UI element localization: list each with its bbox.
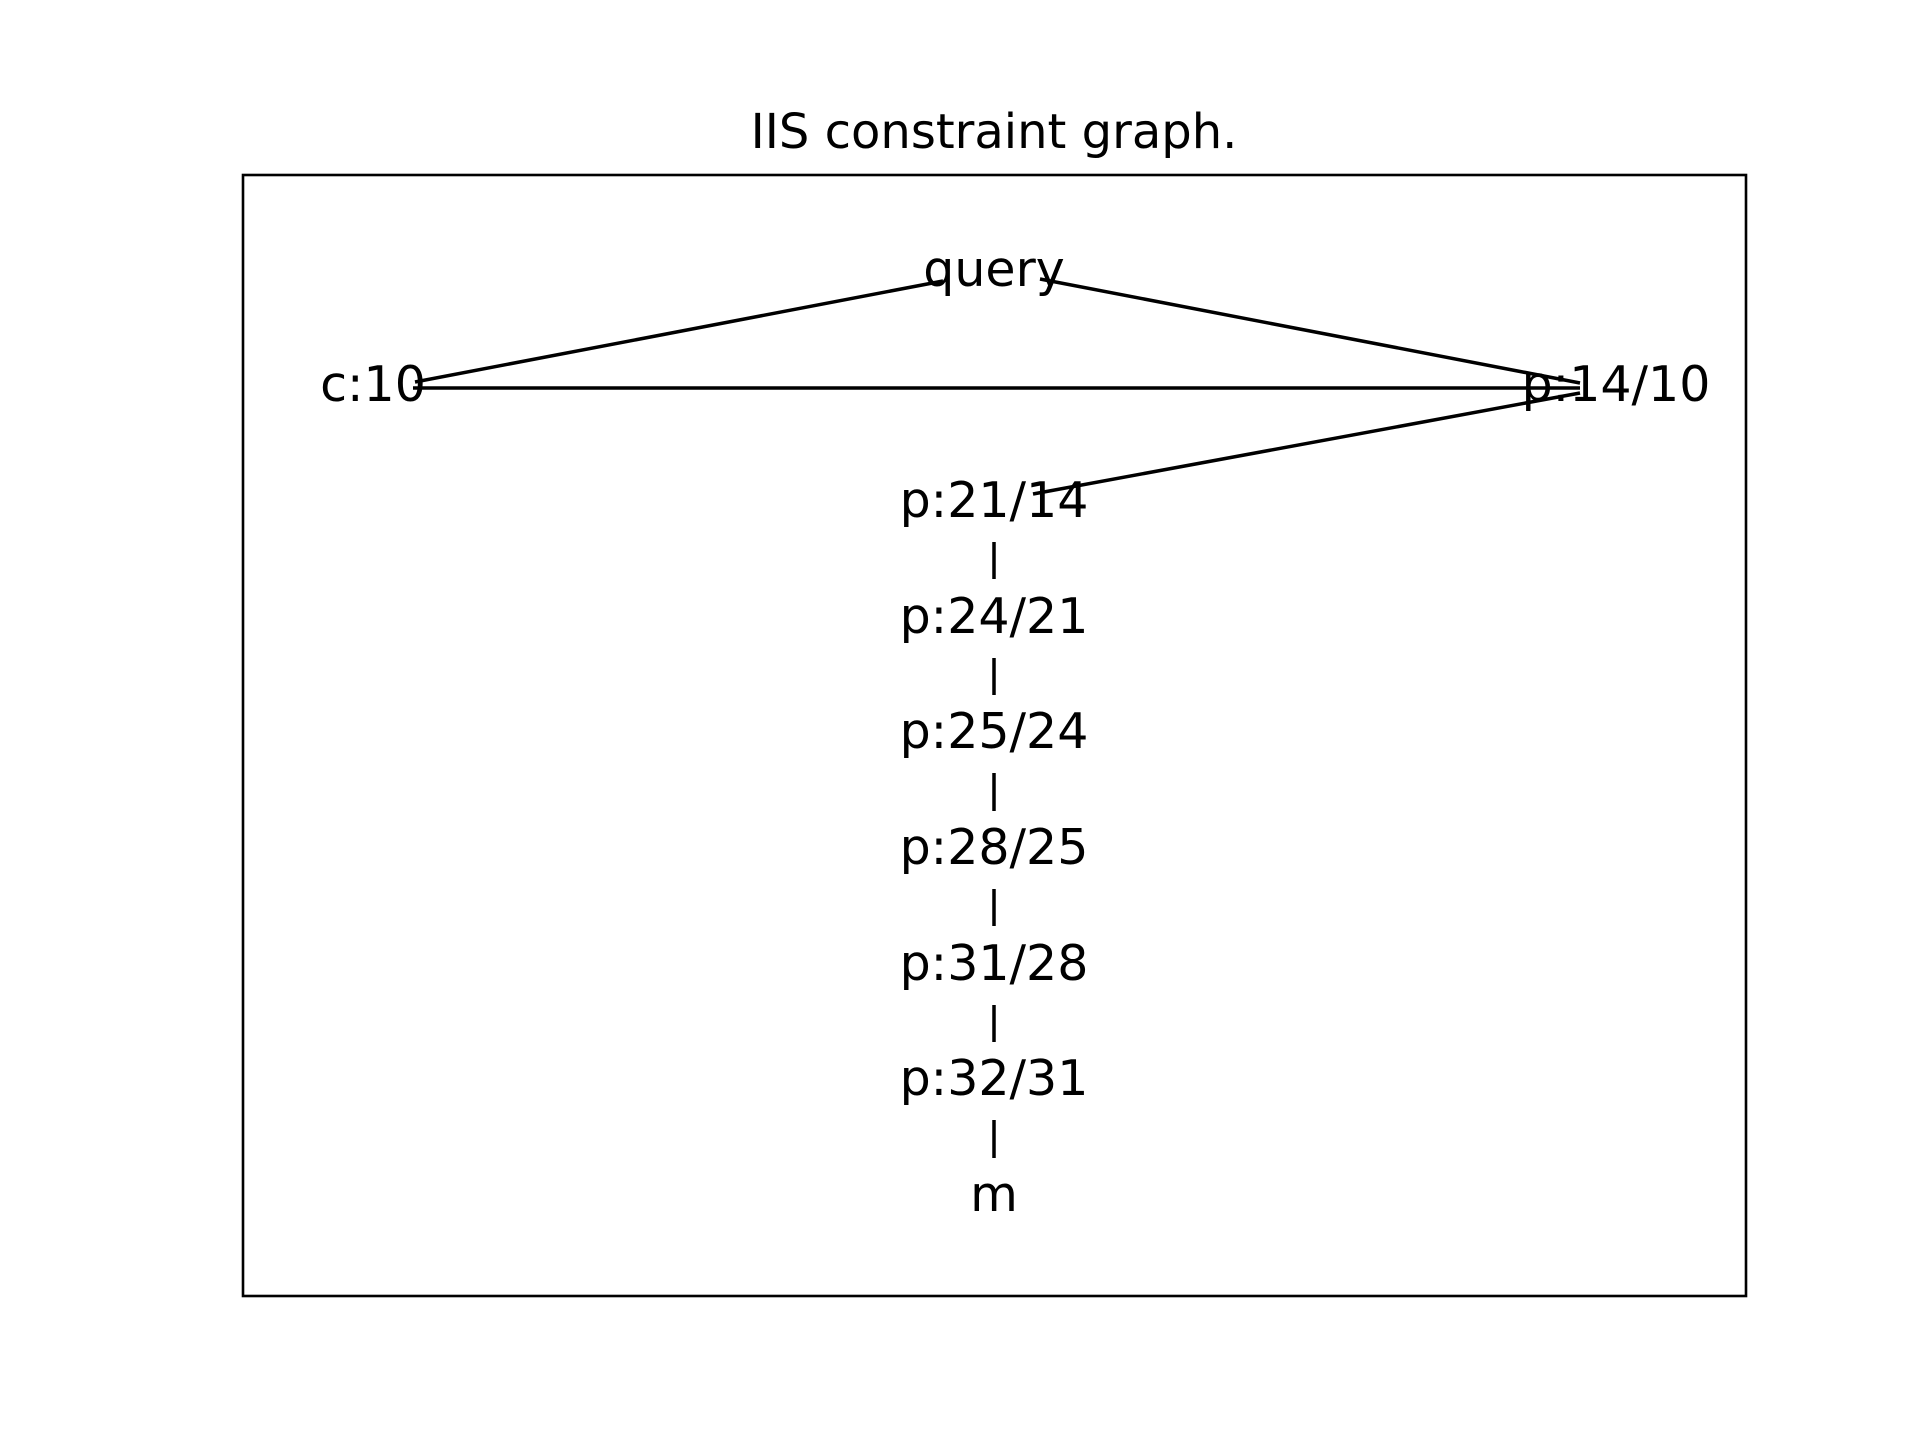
edge-query-p14-10 (1039, 277, 1581, 385)
node-p32-31: p:32/31 (900, 1050, 1089, 1107)
node-p25-24: p:25/24 (900, 703, 1089, 760)
node-m: m (970, 1166, 1018, 1223)
node-p24-21: p:24/21 (900, 588, 1089, 645)
plot-frame (241, 173, 1748, 1298)
node-c10: c:10 (320, 356, 426, 413)
edge-layer (413, 277, 1581, 1158)
node-p14-10: p:14/10 (1522, 356, 1711, 413)
node-layer: query c:10 p:14/10 p:21/14 p:24/21 p:25/… (320, 241, 1710, 1223)
node-p28-25: p:28/25 (900, 819, 1089, 876)
node-query: query (923, 241, 1064, 298)
edge-p14-10-p21-14 (1032, 391, 1581, 496)
diagram-title: IIS constraint graph. (751, 104, 1238, 160)
edge-query-c10 (414, 279, 944, 384)
node-p31-28: p:31/28 (900, 935, 1089, 992)
node-p21-14: p:21/14 (900, 472, 1089, 529)
